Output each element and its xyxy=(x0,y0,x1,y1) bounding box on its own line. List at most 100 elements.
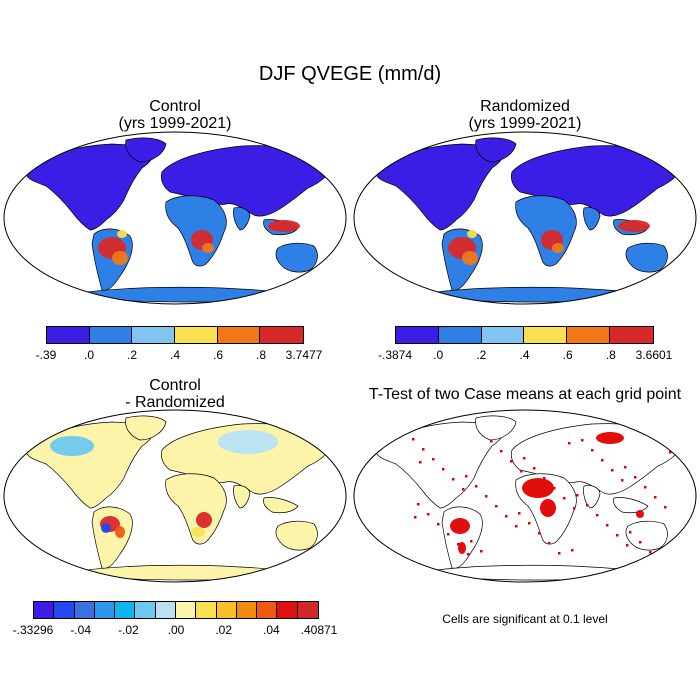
significant-cell xyxy=(634,476,637,479)
ttest-title: T-Test of two Case means at each grid po… xyxy=(368,386,682,403)
colorbar-swatch xyxy=(567,327,611,343)
field-patch xyxy=(522,478,554,498)
figure-title: DJF QVEGE (mm/d) xyxy=(258,63,442,85)
colorbar-swatch xyxy=(115,602,136,618)
significance-note: Cells are significant at 0.1 level xyxy=(442,612,608,626)
significant-cell xyxy=(419,461,422,464)
colorbar-tick-label: .4 xyxy=(519,348,530,362)
field-patch xyxy=(467,230,477,238)
colorbar-tick-label: .02 xyxy=(215,623,232,637)
colorbar-tick-label: 3.6601 xyxy=(635,348,673,362)
significant-cell xyxy=(568,442,571,445)
significant-cell xyxy=(669,451,672,454)
significant-cell xyxy=(553,487,556,490)
significant-cell xyxy=(528,522,531,525)
field-patch xyxy=(618,220,650,232)
field-patch xyxy=(458,542,466,554)
field-patch xyxy=(462,251,478,265)
field-patch xyxy=(540,499,556,517)
difference-colorbar: -.33296 -.04 -.02 .00 .02 .04 .40871 xyxy=(13,601,337,637)
significant-cell xyxy=(465,475,468,478)
significant-cell xyxy=(470,540,473,543)
significant-cell xyxy=(654,496,657,499)
significant-cell xyxy=(495,505,498,508)
randomized-title-line2: (yrs 1999-2021) xyxy=(468,115,582,132)
colorbar-tick-label: -.33296 xyxy=(12,623,54,637)
globe-outline xyxy=(3,409,347,583)
randomized-title-line1: Randomized xyxy=(480,98,570,115)
significant-cell xyxy=(624,466,627,469)
colorbar-tick-label: .6 xyxy=(212,348,224,362)
colorbar-swatch xyxy=(47,327,90,343)
continent-gl xyxy=(475,415,517,441)
significant-cell xyxy=(457,543,460,546)
difference-title-line1: Control xyxy=(149,377,201,394)
continent-ind xyxy=(583,207,601,231)
colorbar-swatch xyxy=(175,602,197,618)
field-patch xyxy=(552,243,564,253)
control-map xyxy=(3,131,347,305)
field-patch xyxy=(191,527,205,537)
field-patch xyxy=(202,243,214,253)
significant-cell xyxy=(417,503,420,506)
significant-cell xyxy=(515,525,518,528)
colorbar-swatch xyxy=(216,602,237,618)
colorbar-swatch xyxy=(438,327,482,343)
significant-cell xyxy=(576,494,579,497)
control-colorbar: -.39 .0 .2 .4 .6 .8 3.7477 xyxy=(36,326,322,362)
colorbar-tick-label: .8 xyxy=(255,348,267,362)
significant-cell xyxy=(596,514,599,517)
significant-cell xyxy=(475,485,478,488)
continent-gl xyxy=(475,137,517,163)
continent-au xyxy=(625,520,668,551)
colorbar-tick-label: .0 xyxy=(83,348,95,362)
field-patch xyxy=(268,220,300,232)
significant-cell xyxy=(571,549,574,552)
significant-cell xyxy=(538,532,541,535)
globe-outline xyxy=(3,131,347,305)
continent-ind xyxy=(233,485,251,509)
field-patch xyxy=(115,526,125,538)
continent-af xyxy=(165,473,227,545)
colorbar-swatch xyxy=(524,327,568,343)
field-patch xyxy=(596,432,624,444)
significant-cell xyxy=(581,439,584,442)
colorbar-tick-label: -.04 xyxy=(70,623,91,637)
colorbar-tick-label: .2 xyxy=(476,348,487,362)
globe-outline xyxy=(353,131,697,305)
colorbar-swatch xyxy=(34,602,55,618)
significant-cell xyxy=(606,524,609,527)
control-title: Control (yrs 1999-2021) xyxy=(25,98,325,132)
colorbar-swatch xyxy=(175,327,218,343)
significant-cell xyxy=(563,497,566,500)
colorbar-tick-label: -.3874 xyxy=(377,348,413,362)
significant-cell xyxy=(520,470,523,473)
significant-cell xyxy=(629,531,632,534)
colorbar-tick-label: .00 xyxy=(167,623,185,637)
colorbar-swatch xyxy=(297,602,318,618)
field-patch xyxy=(50,436,94,456)
significant-cell xyxy=(621,479,624,482)
significant-cell xyxy=(414,516,417,519)
continent-gl xyxy=(125,137,167,163)
difference-map xyxy=(3,409,347,583)
continent-au xyxy=(275,242,318,273)
colorbar-swatch xyxy=(155,602,176,618)
colorbar-swatches xyxy=(33,601,319,619)
significant-cell xyxy=(427,513,430,516)
significant-cell xyxy=(442,468,445,471)
significant-cell xyxy=(447,533,450,536)
colorbar-swatch xyxy=(135,602,156,618)
continent-au xyxy=(275,520,318,551)
field-patch xyxy=(196,512,212,528)
significant-cell xyxy=(573,507,576,510)
colorbar-swatch xyxy=(236,602,258,618)
colorbar-swatch xyxy=(94,602,116,618)
colorbar-tick-label: .40871 xyxy=(300,623,338,637)
significant-cell xyxy=(558,552,561,555)
significant-cell xyxy=(505,515,508,518)
significant-cell xyxy=(462,488,465,491)
colorbar-swatch xyxy=(610,327,653,343)
significant-cell xyxy=(543,477,546,480)
significant-cell xyxy=(510,460,513,463)
